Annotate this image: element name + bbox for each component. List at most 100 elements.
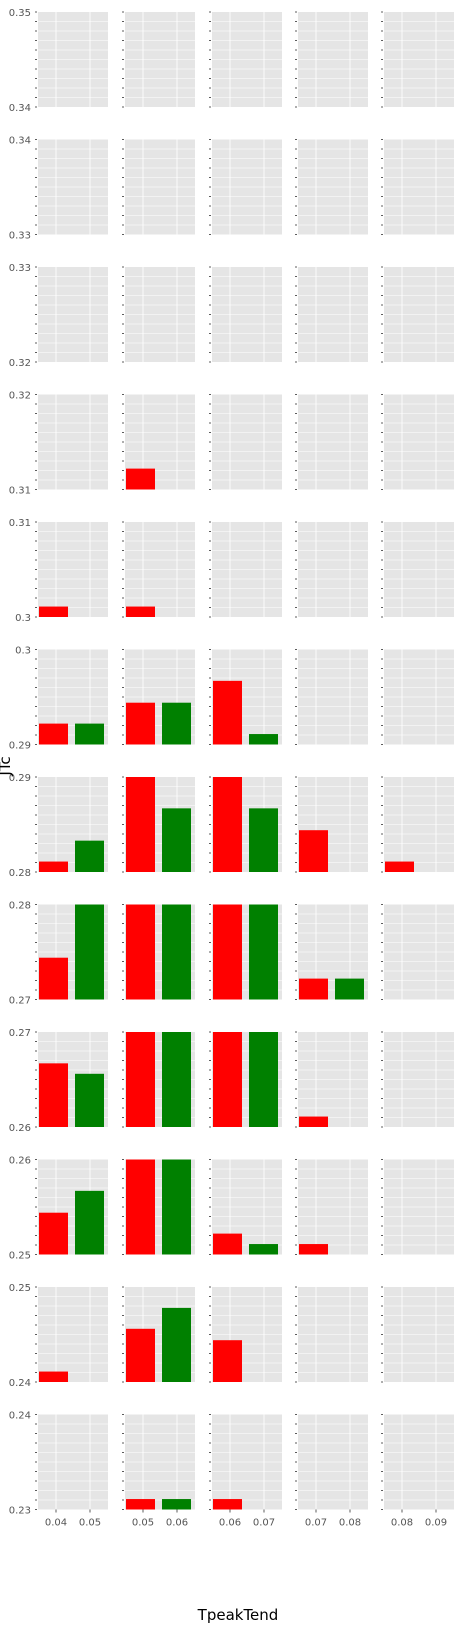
- bar-red: [213, 1499, 242, 1510]
- bar-green: [249, 808, 278, 872]
- y-tick-label: 0.27: [9, 996, 31, 1007]
- bar-red: [39, 861, 68, 872]
- facet-panel: [295, 904, 368, 1000]
- bar-red: [126, 904, 155, 1000]
- bar-red: [39, 606, 68, 617]
- facet-panel: [122, 776, 195, 873]
- facet-panel: [381, 266, 454, 363]
- bar-red: [213, 1340, 242, 1382]
- facet-panel: [122, 1414, 195, 1510]
- facet-panel: [209, 266, 282, 363]
- bar-green: [75, 1190, 104, 1255]
- facet-panel: [122, 649, 195, 745]
- x-tick-label: 0.05: [79, 1518, 101, 1529]
- bar-red: [126, 606, 155, 617]
- panels-layer: 0.35 0.34 0.34 0.33 0.33 0.32 0.32 0.31 0.31 0.3 0…: [9, 8, 454, 1529]
- bar-green: [162, 702, 191, 745]
- facet-panel: [295, 394, 368, 490]
- facet-panel: [381, 139, 454, 235]
- y-tick-label: 0.33: [9, 231, 31, 242]
- facet-panel: [381, 11, 454, 108]
- facet-panel: [295, 1031, 368, 1128]
- y-tick-label: 0.24: [9, 1378, 31, 1389]
- y-tick-label: 0.26: [9, 1156, 31, 1167]
- bar-red: [299, 978, 328, 1000]
- bar-red: [39, 957, 68, 1000]
- facet-panel: [381, 521, 454, 618]
- facet-panel: [35, 1159, 108, 1255]
- bar-green: [162, 808, 191, 872]
- facet-panel: [295, 139, 368, 235]
- bar-red: [299, 1244, 328, 1255]
- facet-panel: [209, 1031, 282, 1128]
- facet-panel: [122, 904, 195, 1000]
- facet-panel: [209, 139, 282, 235]
- y-tick-label: 0.25: [9, 1283, 31, 1294]
- facet-panel: [122, 1159, 195, 1255]
- facet-panel: [209, 776, 282, 873]
- bar-green: [75, 723, 104, 745]
- bar-red: [213, 777, 242, 872]
- facet-panel: [295, 649, 368, 745]
- bar-green: [162, 1307, 191, 1382]
- bar-red: [385, 861, 414, 872]
- facet-panel: [381, 1414, 454, 1510]
- facet-panel: [295, 1286, 368, 1383]
- facet-panel: [122, 266, 195, 363]
- facet-panel: [35, 521, 108, 618]
- x-tick-label: 0.08: [339, 1518, 361, 1529]
- bar-red: [39, 1371, 68, 1382]
- facet-panel: [381, 394, 454, 490]
- facet-panel: [381, 904, 454, 1000]
- bar-red: [213, 904, 242, 1000]
- facet-panel: [209, 1414, 282, 1510]
- y-tick-label: 0.34: [9, 103, 31, 114]
- bar-red: [39, 1063, 68, 1127]
- y-tick-label: 0.32: [9, 358, 31, 369]
- bar-green: [249, 1032, 278, 1127]
- y-tick-label: 0.31: [9, 518, 31, 529]
- x-tick-label: 0.05: [132, 1518, 154, 1529]
- x-tick-label: 0.09: [425, 1518, 447, 1529]
- bar-red: [126, 1032, 155, 1127]
- x-tick-label: 0.04: [45, 1518, 67, 1529]
- bar-green: [249, 904, 278, 1000]
- facet-panel: [295, 1414, 368, 1510]
- bar-green: [162, 1032, 191, 1127]
- bar-green: [162, 1159, 191, 1255]
- y-tick-label: 0.34: [9, 136, 31, 147]
- facet-panel: [209, 11, 282, 108]
- facet-panel: [122, 1286, 195, 1383]
- facet-panel: [35, 1286, 108, 1383]
- y-tick-label: 0.3: [15, 613, 31, 624]
- y-tick-label: 0.25: [9, 1251, 31, 1262]
- facet-panel: [209, 1159, 282, 1255]
- x-tick-label: 0.08: [391, 1518, 413, 1529]
- y-tick-label: 0.27: [9, 1028, 31, 1039]
- x-axis-title: TpeakTend: [197, 1606, 279, 1624]
- y-tick-label: 0.35: [9, 8, 31, 19]
- facet-panel: [122, 139, 195, 235]
- facet-panel: [381, 1286, 454, 1383]
- facet-panel: [295, 776, 368, 873]
- facet-panel: [209, 904, 282, 1000]
- facet-panel: [381, 649, 454, 745]
- facet-panel: [295, 266, 368, 363]
- bar-red: [126, 1159, 155, 1255]
- bar-green: [162, 1499, 191, 1510]
- facet-panel: [35, 266, 108, 363]
- facet-panel: [209, 1286, 282, 1383]
- facet-panel: [35, 649, 108, 745]
- x-tick-label: 0.07: [253, 1518, 275, 1529]
- facet-panel: [35, 776, 108, 873]
- facet-panel: [209, 649, 282, 745]
- bar-red: [126, 468, 155, 490]
- facet-panel: [35, 11, 108, 108]
- facet-panel: [381, 776, 454, 873]
- facet-panel: [122, 394, 195, 490]
- bar-green: [75, 904, 104, 1000]
- y-axis-title: JTc: [0, 756, 14, 776]
- bar-red: [126, 777, 155, 872]
- bar-red: [213, 1233, 242, 1255]
- y-tick-label: 0.32: [9, 391, 31, 402]
